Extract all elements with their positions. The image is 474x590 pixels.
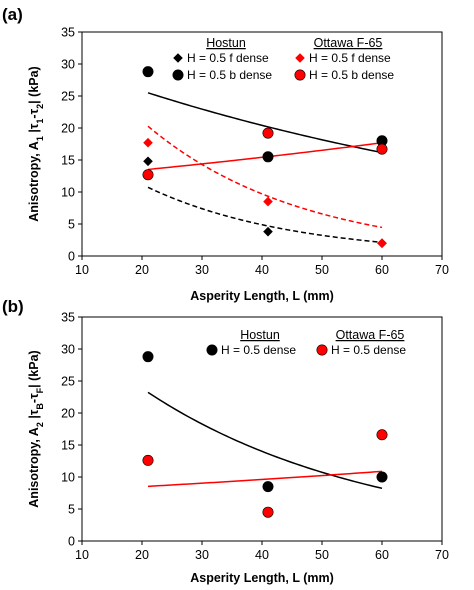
legend-label: H = 0.5 b dense <box>309 68 394 82</box>
legend-group-heading: Ottawa F-65 <box>336 328 405 342</box>
y-tick-label: 20 <box>61 122 75 136</box>
y-tick-label: 15 <box>61 154 75 168</box>
legend-label: H = 0.5 dense <box>331 343 406 357</box>
panel-label: (a) <box>2 5 23 24</box>
y-tick-label: 5 <box>68 218 75 232</box>
legend-marker <box>294 69 306 81</box>
y-tick-label: 30 <box>61 58 75 72</box>
data-point <box>262 151 274 163</box>
y-tick-label: 25 <box>61 375 75 389</box>
y-tick-label: 10 <box>61 186 75 200</box>
data-point <box>263 226 273 237</box>
trend-line <box>147 391 383 490</box>
data-point <box>376 143 388 155</box>
trend-line <box>147 186 383 244</box>
data-point <box>376 471 388 483</box>
data-point <box>142 351 154 363</box>
chart-panel-1: (b) 10 20 30 40 50 60 70 0 5 10 15 20 25 30 35 Asperity … <box>2 297 449 585</box>
data-point <box>142 454 154 466</box>
y-tick-label: 15 <box>61 439 75 453</box>
x-tick-label: 40 <box>255 263 269 277</box>
x-tick-label: 60 <box>375 263 389 277</box>
y-tick-label: 35 <box>61 26 75 40</box>
legend-label: H = 0.5 f dense <box>187 51 269 65</box>
x-tick-label: 40 <box>255 548 269 562</box>
chart-panel-0: (a) 10 20 30 40 50 60 70 0 5 10 15 20 25 30 35 Asperity … <box>2 5 449 303</box>
y-axis-title: Anisotropy, A1 |τ1-τ2| (kPa) <box>27 66 45 221</box>
x-tick-label: 10 <box>75 263 89 277</box>
y-axis-title: Anisotropy, A2 |τB-τF| (kPa) <box>27 350 45 507</box>
x-tick-label: 30 <box>195 263 209 277</box>
legend-label: H = 0.5 dense <box>221 343 296 357</box>
y-tick-label: 20 <box>61 407 75 421</box>
y-tick-label: 35 <box>61 311 75 325</box>
legend-marker <box>316 344 328 356</box>
data-point <box>262 127 274 139</box>
y-tick-label: 25 <box>61 90 75 104</box>
legend-group-heading: Hostun <box>206 36 246 50</box>
data-point <box>263 196 273 207</box>
data-point <box>262 506 274 518</box>
data-point <box>376 429 388 441</box>
legend-group-heading: Ottawa F-65 <box>314 36 383 50</box>
x-tick-label: 20 <box>135 548 149 562</box>
data-point <box>142 169 154 181</box>
data-point <box>143 137 153 148</box>
y-tick-label: 30 <box>61 343 75 357</box>
legend-marker <box>173 53 183 63</box>
x-axis-title: Asperity Length, L (mm) <box>190 289 334 303</box>
x-tick-label: 30 <box>195 548 209 562</box>
x-tick-label: 60 <box>375 548 389 562</box>
x-axis-title: Asperity Length, L (mm) <box>190 571 334 585</box>
legend-marker <box>295 53 305 63</box>
x-tick-label: 50 <box>315 548 329 562</box>
x-tick-label: 70 <box>435 263 449 277</box>
y-tick-label: 0 <box>68 250 75 264</box>
legend-marker <box>206 344 218 356</box>
data-point <box>142 66 154 78</box>
trend-line <box>147 125 383 229</box>
y-tick-label: 5 <box>68 503 75 517</box>
legend-group-heading: Hostun <box>240 328 280 342</box>
data-point <box>143 156 153 167</box>
x-tick-label: 10 <box>75 548 89 562</box>
x-tick-label: 70 <box>435 548 449 562</box>
plot-frame <box>81 31 443 257</box>
y-tick-label: 10 <box>61 471 75 485</box>
data-point <box>262 481 274 493</box>
legend-marker <box>172 69 184 81</box>
legend-label: H = 0.5 f dense <box>309 51 391 65</box>
x-tick-label: 50 <box>315 263 329 277</box>
panel-label: (b) <box>2 297 24 316</box>
x-tick-label: 20 <box>135 263 149 277</box>
y-tick-label: 0 <box>68 535 75 549</box>
trend-line <box>147 470 383 488</box>
data-point <box>377 238 387 248</box>
trend-line <box>147 92 383 154</box>
legend-label: H = 0.5 b dense <box>187 68 272 82</box>
